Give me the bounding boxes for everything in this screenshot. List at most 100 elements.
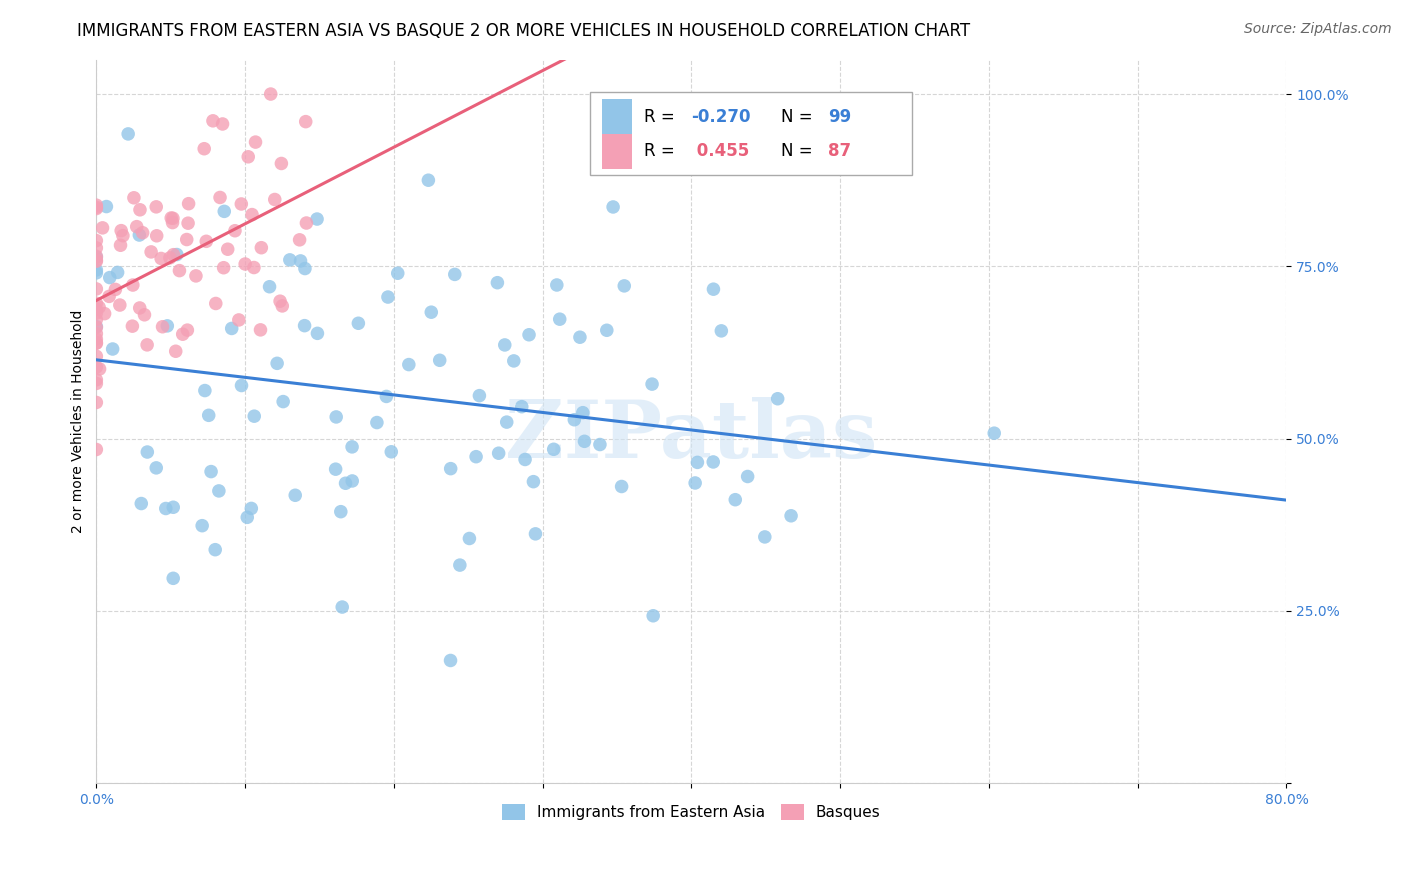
Point: [240, 208, 263, 222]
Point: [271, 299, 294, 313]
Point: [766, 392, 789, 406]
Point: [139, 244, 162, 259]
Point: [136, 445, 159, 459]
Point: [145, 200, 167, 214]
Point: [342, 474, 364, 488]
Point: [86, 306, 108, 320]
Point: [193, 142, 215, 156]
Point: [110, 238, 132, 252]
Point: [155, 501, 177, 516]
FancyBboxPatch shape: [591, 92, 911, 176]
Point: [502, 354, 524, 368]
Point: [86, 250, 108, 264]
Point: [429, 353, 451, 368]
Point: [439, 653, 461, 667]
Point: [307, 212, 329, 227]
Point: [290, 254, 312, 268]
Point: [128, 227, 150, 242]
Text: 0.455: 0.455: [692, 143, 749, 161]
Point: [86, 360, 108, 375]
Point: [440, 461, 463, 475]
Point: [610, 479, 633, 493]
Point: [465, 450, 488, 464]
Point: [150, 252, 173, 266]
Text: R =: R =: [644, 143, 681, 161]
Point: [486, 276, 509, 290]
Point: [522, 475, 544, 489]
Point: [546, 277, 568, 292]
Point: [110, 224, 132, 238]
Point: [524, 526, 547, 541]
Point: [129, 202, 152, 217]
Point: [335, 476, 357, 491]
Point: [259, 279, 281, 293]
Point: [270, 156, 292, 170]
Text: -0.270: -0.270: [692, 108, 751, 126]
Point: [208, 190, 231, 204]
Point: [243, 409, 266, 424]
Point: [177, 196, 200, 211]
Point: [129, 497, 152, 511]
Point: [266, 356, 288, 370]
Point: [613, 278, 636, 293]
Text: N =: N =: [780, 143, 817, 161]
Point: [145, 461, 167, 475]
Point: [366, 416, 388, 430]
Point: [176, 233, 198, 247]
Point: [156, 318, 179, 333]
Point: [86, 198, 108, 212]
Point: [107, 265, 129, 279]
Point: [145, 228, 167, 243]
Y-axis label: 2 or more Vehicles in Household: 2 or more Vehicles in Household: [72, 310, 86, 533]
Point: [165, 344, 187, 359]
Point: [398, 358, 420, 372]
Point: [228, 313, 250, 327]
Bar: [602, 99, 631, 134]
Point: [191, 518, 214, 533]
Point: [212, 204, 235, 219]
Point: [278, 252, 301, 267]
Point: [108, 298, 131, 312]
Point: [89, 362, 111, 376]
Point: [125, 219, 148, 234]
Point: [162, 211, 184, 226]
Point: [641, 377, 664, 392]
Point: [134, 308, 156, 322]
Point: [176, 323, 198, 337]
Point: [195, 235, 218, 249]
Point: [86, 253, 108, 268]
Point: [543, 442, 565, 457]
Point: [240, 501, 263, 516]
Point: [86, 302, 108, 317]
Point: [86, 349, 108, 363]
Point: [162, 500, 184, 515]
Point: [217, 242, 239, 256]
Point: [263, 193, 285, 207]
Point: [983, 426, 1005, 441]
Text: N =: N =: [780, 108, 817, 126]
Point: [574, 434, 596, 449]
Text: R =: R =: [644, 108, 681, 126]
Text: 87: 87: [828, 143, 852, 161]
Point: [86, 241, 108, 255]
Point: [121, 278, 143, 293]
Point: [117, 127, 139, 141]
Point: [330, 600, 353, 615]
Bar: [602, 134, 631, 169]
Point: [468, 389, 491, 403]
Point: [136, 338, 159, 352]
Point: [387, 266, 409, 280]
Point: [86, 266, 108, 280]
Point: [162, 248, 184, 262]
Point: [86, 282, 108, 296]
Point: [380, 445, 402, 459]
Point: [449, 558, 471, 573]
Point: [86, 336, 108, 351]
Text: Source: ZipAtlas.com: Source: ZipAtlas.com: [1244, 22, 1392, 37]
Point: [224, 224, 246, 238]
Point: [184, 268, 207, 283]
Point: [710, 324, 733, 338]
Point: [375, 389, 398, 403]
Point: [271, 394, 294, 409]
Point: [221, 321, 243, 335]
